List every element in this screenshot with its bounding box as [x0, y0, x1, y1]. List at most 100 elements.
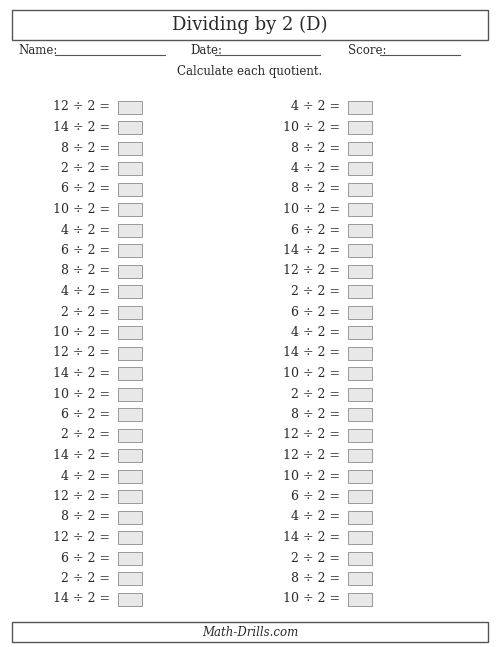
Text: 10 ÷ 2 =: 10 ÷ 2 = [283, 367, 340, 380]
Text: 6 ÷ 2 =: 6 ÷ 2 = [61, 182, 110, 195]
Text: 14 ÷ 2 =: 14 ÷ 2 = [283, 244, 340, 257]
Text: 10 ÷ 2 =: 10 ÷ 2 = [283, 593, 340, 606]
Text: 12 ÷ 2 =: 12 ÷ 2 = [283, 449, 340, 462]
Bar [118, 223, 142, 237]
Bar [12, 622, 488, 642]
Text: 4 ÷ 2 =: 4 ÷ 2 = [291, 510, 340, 523]
Bar [348, 142, 372, 155]
Bar [348, 470, 372, 483]
Text: 12 ÷ 2 =: 12 ÷ 2 = [283, 265, 340, 278]
Text: 6 ÷ 2 =: 6 ÷ 2 = [291, 223, 340, 237]
Text: 12 ÷ 2 =: 12 ÷ 2 = [283, 428, 340, 441]
Text: 2 ÷ 2 =: 2 ÷ 2 = [61, 572, 110, 585]
Bar [118, 490, 142, 503]
Text: 4 ÷ 2 =: 4 ÷ 2 = [61, 470, 110, 483]
Bar [118, 593, 142, 606]
Text: 14 ÷ 2 =: 14 ÷ 2 = [53, 593, 110, 606]
Text: 12 ÷ 2 =: 12 ÷ 2 = [53, 100, 110, 113]
Text: 8 ÷ 2 =: 8 ÷ 2 = [291, 408, 340, 421]
Text: 2 ÷ 2 =: 2 ÷ 2 = [61, 428, 110, 441]
Bar [348, 367, 372, 380]
Text: 14 ÷ 2 =: 14 ÷ 2 = [283, 347, 340, 360]
Text: 8 ÷ 2 =: 8 ÷ 2 = [291, 142, 340, 155]
Bar [348, 490, 372, 503]
Bar [118, 388, 142, 400]
Text: 2 ÷ 2 =: 2 ÷ 2 = [61, 162, 110, 175]
Text: 14 ÷ 2 =: 14 ÷ 2 = [53, 121, 110, 134]
Bar [118, 470, 142, 483]
Text: 12 ÷ 2 =: 12 ÷ 2 = [53, 490, 110, 503]
Bar [348, 572, 372, 585]
Text: 10 ÷ 2 =: 10 ÷ 2 = [283, 121, 340, 134]
Text: Score:: Score: [348, 43, 387, 56]
Bar [348, 162, 372, 175]
Text: Name:: Name: [18, 43, 58, 56]
Bar [118, 244, 142, 257]
Text: 8 ÷ 2 =: 8 ÷ 2 = [291, 572, 340, 585]
Bar [348, 428, 372, 441]
Bar [348, 305, 372, 318]
Bar [118, 572, 142, 585]
Text: 10 ÷ 2 =: 10 ÷ 2 = [53, 388, 110, 400]
Bar [348, 388, 372, 400]
Text: Calculate each quotient.: Calculate each quotient. [178, 65, 322, 78]
Bar [118, 203, 142, 216]
Bar [118, 510, 142, 523]
Bar [348, 203, 372, 216]
Text: 4 ÷ 2 =: 4 ÷ 2 = [291, 162, 340, 175]
Bar [12, 10, 488, 40]
Text: 4 ÷ 2 =: 4 ÷ 2 = [291, 326, 340, 339]
Text: 8 ÷ 2 =: 8 ÷ 2 = [291, 182, 340, 195]
Bar [348, 593, 372, 606]
Text: Dividing by 2 (D): Dividing by 2 (D) [172, 16, 328, 34]
Bar [348, 285, 372, 298]
Bar [348, 531, 372, 544]
Bar [118, 367, 142, 380]
Text: 14 ÷ 2 =: 14 ÷ 2 = [283, 531, 340, 544]
Bar [118, 305, 142, 318]
Bar [118, 182, 142, 195]
Bar [118, 428, 142, 441]
Text: 6 ÷ 2 =: 6 ÷ 2 = [291, 490, 340, 503]
Bar [118, 265, 142, 278]
Bar [348, 347, 372, 360]
Bar [348, 182, 372, 195]
Text: 2 ÷ 2 =: 2 ÷ 2 = [291, 551, 340, 564]
Bar [348, 326, 372, 339]
Bar [118, 408, 142, 421]
Text: 2 ÷ 2 =: 2 ÷ 2 = [61, 305, 110, 318]
Bar [118, 121, 142, 134]
Bar [118, 551, 142, 564]
Bar [118, 449, 142, 462]
Text: 6 ÷ 2 =: 6 ÷ 2 = [291, 305, 340, 318]
Text: 12 ÷ 2 =: 12 ÷ 2 = [53, 531, 110, 544]
Text: 4 ÷ 2 =: 4 ÷ 2 = [291, 100, 340, 113]
Text: 10 ÷ 2 =: 10 ÷ 2 = [53, 203, 110, 216]
Bar [118, 100, 142, 113]
Text: 8 ÷ 2 =: 8 ÷ 2 = [61, 142, 110, 155]
Bar [348, 100, 372, 113]
Bar [118, 162, 142, 175]
Bar [118, 142, 142, 155]
Text: 8 ÷ 2 =: 8 ÷ 2 = [61, 265, 110, 278]
Bar [118, 531, 142, 544]
Text: 10 ÷ 2 =: 10 ÷ 2 = [283, 203, 340, 216]
Text: 14 ÷ 2 =: 14 ÷ 2 = [53, 449, 110, 462]
Text: 10 ÷ 2 =: 10 ÷ 2 = [283, 470, 340, 483]
Bar [348, 121, 372, 134]
Bar [348, 223, 372, 237]
Text: 14 ÷ 2 =: 14 ÷ 2 = [53, 367, 110, 380]
Text: 2 ÷ 2 =: 2 ÷ 2 = [291, 388, 340, 400]
Text: 4 ÷ 2 =: 4 ÷ 2 = [61, 285, 110, 298]
Text: 8 ÷ 2 =: 8 ÷ 2 = [61, 510, 110, 523]
Bar [118, 326, 142, 339]
Text: 6 ÷ 2 =: 6 ÷ 2 = [61, 244, 110, 257]
Text: 2 ÷ 2 =: 2 ÷ 2 = [291, 285, 340, 298]
Bar [348, 244, 372, 257]
Text: 10 ÷ 2 =: 10 ÷ 2 = [53, 326, 110, 339]
Bar [118, 347, 142, 360]
Text: Date:: Date: [190, 43, 222, 56]
Text: 12 ÷ 2 =: 12 ÷ 2 = [53, 347, 110, 360]
Bar [348, 449, 372, 462]
Text: 6 ÷ 2 =: 6 ÷ 2 = [61, 408, 110, 421]
